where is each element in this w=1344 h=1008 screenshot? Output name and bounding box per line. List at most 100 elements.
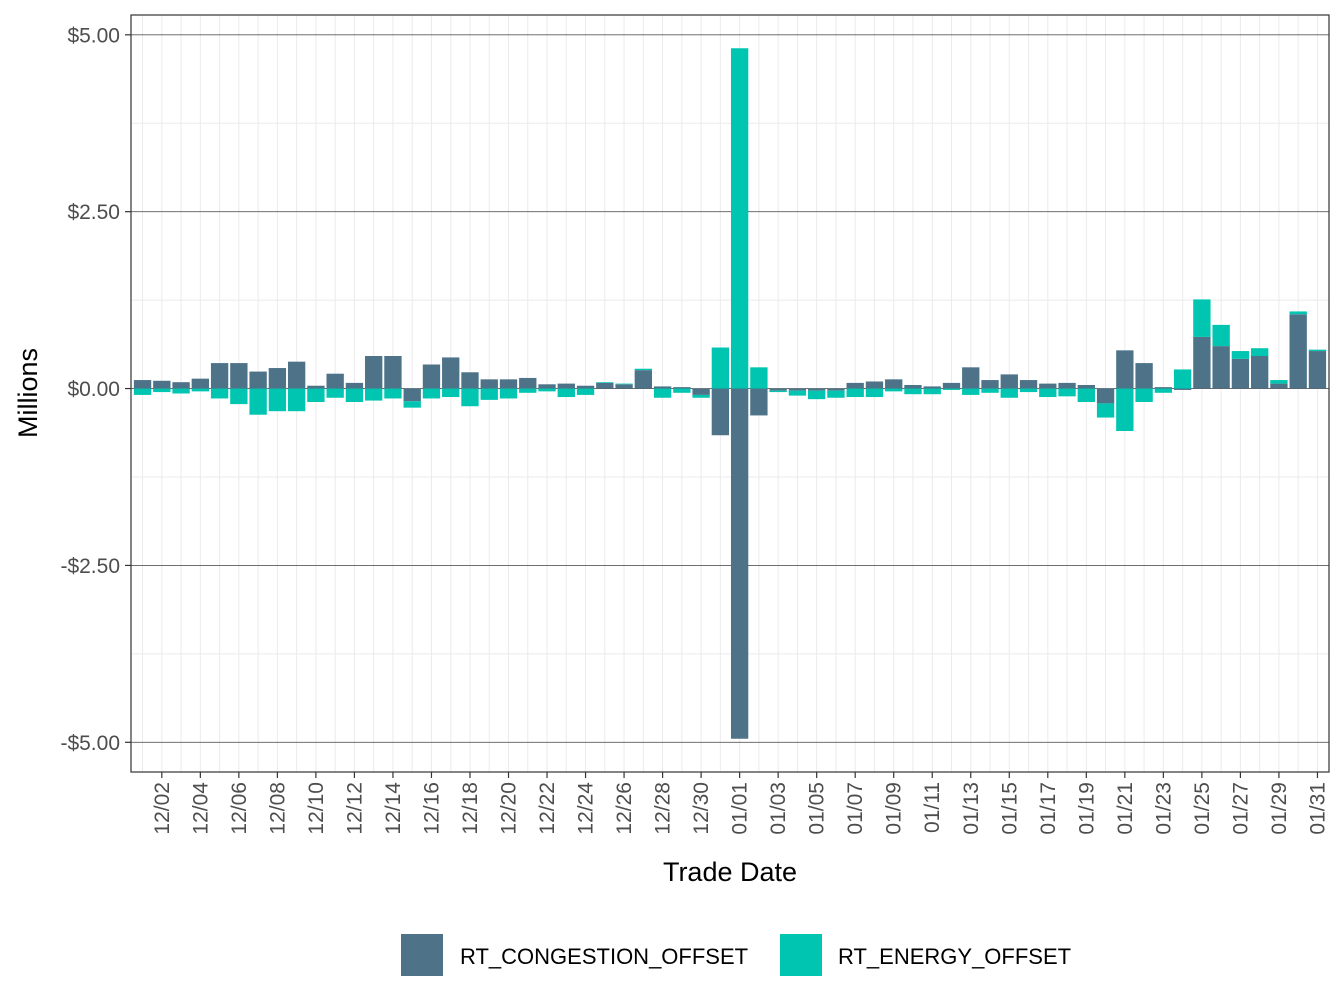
bar-rt-congestion-offset — [480, 379, 498, 389]
bar-rt-congestion-offset — [596, 382, 614, 389]
bar-rt-energy-offset — [287, 388, 306, 412]
bar-rt-energy-offset — [384, 388, 402, 399]
x-tick-label: 01/11 — [921, 782, 944, 833]
bar-rt-congestion-offset — [865, 381, 884, 389]
bar-rt-congestion-offset — [1096, 388, 1115, 404]
bar-rt-congestion-offset — [615, 384, 633, 389]
bar-rt-energy-offset — [538, 388, 556, 392]
bar-rt-energy-offset — [865, 388, 884, 398]
bar-rt-congestion-offset — [1270, 383, 1288, 389]
bar-rt-energy-offset — [692, 394, 710, 398]
bar-rt-energy-offset — [1193, 299, 1211, 337]
bar-rt-energy-offset — [1270, 380, 1288, 384]
bar-rt-congestion-offset — [519, 377, 537, 389]
bar-rt-congestion-offset — [653, 386, 672, 389]
bar-rt-congestion-offset — [172, 382, 190, 389]
bar-rt-energy-offset — [249, 388, 267, 415]
bar-rt-energy-offset — [1135, 388, 1153, 402]
legend-swatch-energy — [780, 934, 822, 976]
x-tick-label: 12/20 — [498, 782, 521, 835]
bar-rt-congestion-offset — [576, 385, 595, 389]
bar-rt-congestion-offset — [750, 388, 768, 416]
legend-label-congestion: RT_CONGESTION_OFFSET — [460, 944, 748, 969]
bar-rt-energy-offset — [307, 388, 325, 402]
bar-rt-energy-offset — [942, 388, 961, 390]
bar-rt-energy-offset — [403, 401, 421, 408]
bar-rt-energy-offset — [1173, 369, 1192, 389]
bar-rt-energy-offset — [808, 390, 826, 400]
bar-rt-congestion-offset — [692, 388, 710, 395]
bar-rt-congestion-offset — [962, 367, 980, 389]
bar-rt-congestion-offset — [210, 363, 229, 389]
bar-rt-congestion-offset — [1077, 385, 1095, 389]
bar-rt-congestion-offset — [1039, 383, 1057, 389]
x-tick-label: 12/26 — [613, 782, 636, 835]
bar-rt-congestion-offset — [384, 356, 402, 389]
bar-rt-congestion-offset — [230, 363, 248, 389]
x-tick-label: 01/13 — [960, 782, 983, 835]
bar-rt-energy-offset — [557, 388, 575, 398]
bar-rt-energy-offset — [345, 388, 364, 402]
bar-rt-energy-offset — [981, 388, 999, 393]
bar-rt-energy-offset — [1212, 324, 1230, 347]
x-tick-label: 01/09 — [883, 782, 906, 835]
bar-rt-congestion-offset — [1193, 336, 1211, 389]
bar-rt-energy-offset — [673, 388, 691, 393]
x-tick-label: 12/12 — [343, 782, 366, 835]
bar-rt-congestion-offset — [673, 387, 691, 389]
bar-rt-congestion-offset — [1135, 363, 1153, 389]
x-tick-label: 01/07 — [844, 782, 867, 835]
bar-rt-congestion-offset — [307, 385, 325, 389]
y-tick-label: $2.50 — [67, 201, 120, 224]
bar-rt-energy-offset — [268, 388, 287, 412]
x-tick-label: 12/18 — [459, 782, 482, 835]
bar-rt-congestion-offset — [788, 388, 807, 391]
bar-rt-energy-offset — [1289, 311, 1307, 315]
x-tick-label: 01/21 — [1114, 782, 1137, 835]
bar-rt-energy-offset — [422, 388, 441, 399]
x-tick-label: 01/15 — [998, 782, 1021, 835]
x-tick-label: 01/01 — [729, 782, 752, 835]
bar-rt-energy-offset — [576, 388, 595, 395]
bar-rt-energy-offset — [1000, 388, 1018, 398]
y-tick-label: -$2.50 — [60, 555, 120, 578]
bar-rt-energy-offset — [365, 388, 383, 401]
bar-rt-congestion-offset — [442, 357, 460, 389]
bar-rt-congestion-offset — [827, 388, 845, 391]
bar-rt-congestion-offset — [1116, 350, 1134, 389]
x-tick-label: 12/14 — [382, 782, 405, 835]
bar-rt-congestion-offset — [403, 388, 421, 402]
bar-rt-energy-offset — [172, 388, 190, 394]
bar-rt-energy-offset — [615, 383, 633, 385]
bar-rt-congestion-offset — [1212, 346, 1230, 389]
bar-rt-energy-offset — [480, 388, 498, 400]
bar-rt-congestion-offset — [1231, 358, 1250, 389]
x-tick-label: 01/03 — [767, 782, 790, 835]
bar-rt-congestion-offset — [1154, 387, 1173, 389]
bar-rt-congestion-offset — [1058, 382, 1076, 389]
bar-rt-congestion-offset — [133, 380, 152, 389]
x-tick-label: 12/22 — [536, 782, 559, 835]
bar-rt-energy-offset — [1096, 403, 1115, 418]
bar-rt-congestion-offset — [730, 388, 749, 739]
bar-rt-energy-offset — [191, 388, 210, 392]
bar-rt-energy-offset — [1077, 388, 1095, 402]
x-axis: 12/02 12/04 12/06 12/08 12/10 12/12 12/14 12/16… — [151, 772, 1329, 835]
bar-rt-energy-offset — [885, 388, 903, 392]
bar-rt-congestion-offset — [287, 361, 306, 389]
bar-rt-congestion-offset — [885, 379, 903, 389]
bar-rt-energy-offset — [750, 367, 768, 389]
bar-rt-energy-offset — [153, 388, 171, 393]
bar-rt-congestion-offset — [499, 379, 518, 389]
bar-rt-energy-offset — [904, 388, 922, 395]
bar-rt-congestion-offset — [268, 368, 287, 389]
bar-rt-energy-offset — [827, 390, 845, 398]
bar-rt-energy-offset — [442, 388, 460, 398]
x-tick-label: 12/30 — [690, 782, 713, 835]
bar-rt-congestion-offset — [808, 388, 826, 391]
bar-rt-congestion-offset — [191, 378, 210, 389]
bar-rt-energy-offset — [962, 388, 980, 395]
x-tick-label: 01/27 — [1229, 782, 1252, 835]
bar-rt-congestion-offset — [1289, 314, 1307, 389]
